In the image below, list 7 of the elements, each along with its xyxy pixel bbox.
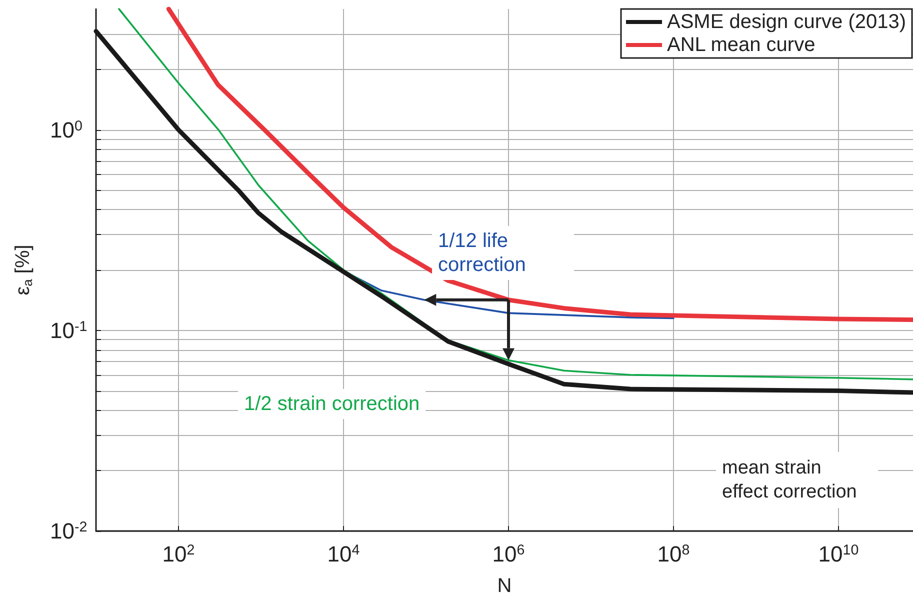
text: 1/2 strain correction	[244, 393, 420, 415]
series-label: 1/12 life correction	[438, 230, 526, 276]
legend-label: ASME design curve (2013)	[666, 11, 906, 33]
x-axis-title: N	[497, 575, 512, 597]
legend-label: ANL mean curve	[666, 34, 816, 56]
y-axis-title: εa [%]	[12, 244, 35, 296]
annotation: mean strain effect correction	[722, 458, 857, 502]
